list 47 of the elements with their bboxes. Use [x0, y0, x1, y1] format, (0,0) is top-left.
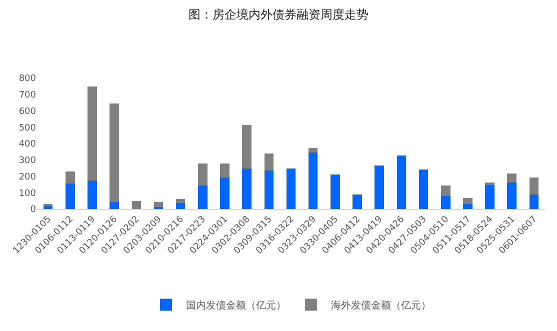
bar [65, 172, 75, 184]
y-tick-label: 600 [18, 106, 36, 117]
bar [529, 177, 539, 194]
bar [154, 202, 164, 208]
bar [176, 203, 186, 209]
bar [220, 164, 230, 178]
bar [88, 86, 97, 180]
legend-label: 海外发债金额（亿元） [331, 300, 431, 312]
legend-label: 国内发债金额（亿元） [186, 300, 286, 312]
bar [110, 103, 119, 202]
y-tick-label: 100 [18, 188, 36, 199]
y-tick-label: 300 [18, 156, 36, 166]
bar [65, 183, 75, 209]
bar [374, 166, 384, 209]
bar [463, 204, 472, 209]
y-tick-label: 200 [18, 172, 36, 182]
bar [485, 182, 494, 185]
bar [198, 164, 208, 186]
bar [507, 182, 517, 209]
bar [440, 185, 450, 196]
bar [110, 202, 119, 209]
bar [440, 196, 450, 209]
bar [485, 184, 494, 209]
bar [507, 173, 517, 182]
bar [352, 194, 362, 209]
bar [396, 156, 406, 209]
bar [286, 168, 296, 209]
bar [330, 174, 340, 209]
y-tick-label: 500 [18, 123, 36, 134]
bar [242, 168, 252, 209]
bar [308, 152, 318, 209]
y-tick-label: 0 [30, 205, 36, 216]
y-tick-label: 400 [18, 140, 36, 150]
bar [418, 170, 428, 209]
bar [132, 200, 142, 209]
bar [198, 185, 208, 209]
bar [264, 154, 274, 171]
y-tick-label: 800 [18, 74, 36, 84]
bar [220, 177, 230, 209]
chart-title: 图：房企境内外债券融资周度走势 [188, 7, 368, 22]
bar [529, 194, 539, 209]
bar [88, 180, 97, 209]
bar [463, 198, 472, 204]
bar [242, 125, 252, 169]
bar [264, 170, 274, 209]
y-tick-label: 700 [18, 90, 36, 101]
bar [176, 199, 186, 204]
